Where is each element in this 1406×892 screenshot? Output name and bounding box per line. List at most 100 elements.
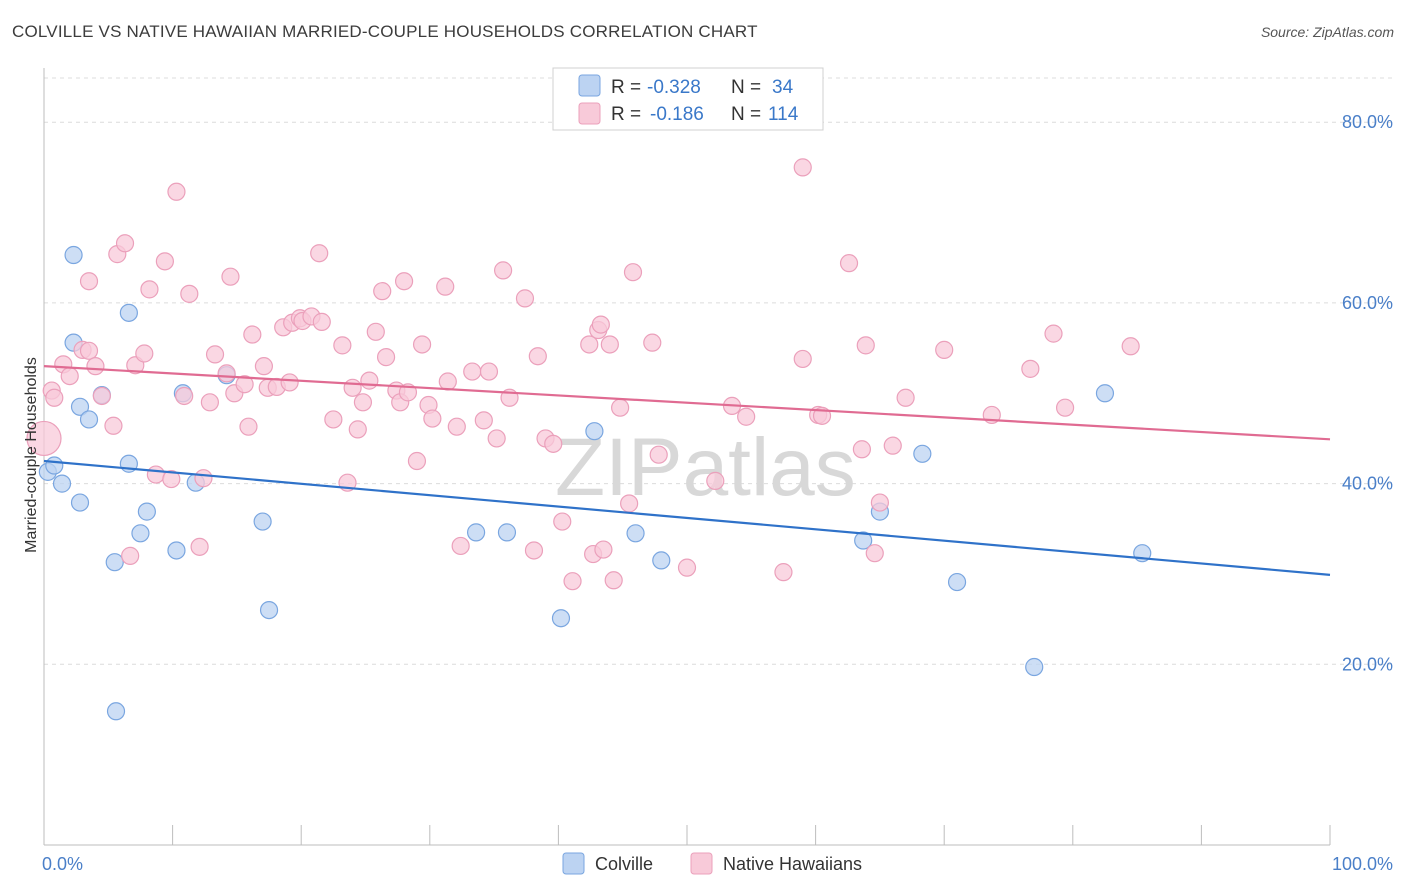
point-native-hawaiians-78 bbox=[580, 335, 599, 354]
point-native-hawaiians-1 bbox=[45, 388, 64, 407]
point-native-hawaiians-85 bbox=[611, 398, 630, 417]
point-native-hawaiians-11 bbox=[115, 234, 135, 253]
point-native-hawaiians-14 bbox=[135, 344, 154, 363]
chart-title: COLVILLE VS NATIVE HAWAIIAN MARRIED-COUP… bbox=[12, 22, 758, 41]
point-native-hawaiians-81 bbox=[591, 315, 610, 334]
point-native-hawaiians-103 bbox=[883, 436, 902, 455]
trend-lines bbox=[43, 365, 1331, 576]
bottom-legend-swatch-native-hawaiians bbox=[690, 852, 713, 875]
x-tick-labels: 0.0% 100.0% bbox=[42, 854, 1393, 874]
point-native-hawaiians-22 bbox=[190, 537, 209, 556]
point-native-hawaiians-58 bbox=[412, 335, 432, 354]
point-native-hawaiians-32 bbox=[254, 357, 274, 376]
point-colville-9 bbox=[105, 553, 124, 572]
point-native-hawaiians-8 bbox=[92, 386, 111, 406]
point-native-hawaiians-110 bbox=[1121, 337, 1140, 356]
point-native-hawaiians-68 bbox=[487, 429, 506, 448]
point-native-hawaiians-30 bbox=[239, 417, 258, 436]
x-ticks bbox=[43, 825, 1331, 845]
point-native-hawaiians-16 bbox=[146, 465, 165, 484]
point-native-hawaiians-109 bbox=[1055, 398, 1075, 417]
legend-n-value-2: 114 bbox=[768, 104, 799, 125]
y-tick-labels: 20.0% 40.0% 60.0% 80.0% bbox=[1342, 112, 1393, 674]
point-colville-7 bbox=[79, 410, 99, 429]
point-native-hawaiians-17 bbox=[155, 252, 174, 271]
series-legend: Colville Native Hawaiians bbox=[562, 852, 862, 875]
point-native-hawaiians-20 bbox=[175, 386, 194, 406]
point-native-hawaiians-64 bbox=[451, 536, 470, 556]
point-native-hawaiians-61 bbox=[436, 277, 455, 296]
point-native-hawaiians-100 bbox=[856, 336, 875, 355]
point-native-hawaiians-102 bbox=[870, 493, 890, 512]
point-native-hawaiians-57 bbox=[407, 451, 427, 471]
legend-n-value-1: 34 bbox=[772, 77, 794, 98]
point-colville-30 bbox=[947, 572, 967, 592]
point-native-hawaiians-67 bbox=[479, 362, 499, 381]
point-native-hawaiians-71 bbox=[515, 289, 535, 308]
point-native-hawaiians-24 bbox=[200, 393, 219, 412]
point-native-hawaiians-26 bbox=[217, 364, 236, 383]
point-native-hawaiians-89 bbox=[649, 445, 668, 464]
legend-r-value-1: -0.328 bbox=[647, 77, 701, 98]
point-native-hawaiians-12 bbox=[121, 546, 140, 565]
bottom-legend-label-colville: Colville bbox=[595, 854, 653, 874]
point-native-hawaiians-94 bbox=[774, 563, 793, 582]
point-native-hawaiians-73 bbox=[528, 347, 547, 366]
point-native-hawaiians-15 bbox=[140, 280, 159, 299]
point-native-hawaiians-23 bbox=[194, 469, 213, 488]
bottom-legend-label-native-hawaiians: Native Hawaiians bbox=[723, 854, 862, 874]
point-colville-22 bbox=[497, 523, 517, 542]
point-native-hawaiians-31 bbox=[243, 325, 262, 344]
point-native-hawaiians-76 bbox=[553, 512, 572, 531]
legend-swatch-native-hawaiians bbox=[578, 102, 601, 125]
point-native-hawaiians-29 bbox=[235, 375, 254, 394]
legend-n-label-2: N = bbox=[731, 104, 761, 125]
trend-line-native-hawaiians bbox=[43, 365, 1331, 441]
point-colville-23 bbox=[551, 609, 571, 628]
point-native-hawaiians-55 bbox=[394, 272, 414, 291]
point-native-hawaiians-86 bbox=[620, 494, 639, 513]
point-colville-13 bbox=[131, 524, 150, 543]
point-native-hawaiians-72 bbox=[524, 541, 544, 560]
legend-r-label-1: R = bbox=[611, 77, 641, 98]
point-native-hawaiians-107 bbox=[1021, 359, 1040, 378]
point-colville-14 bbox=[137, 502, 156, 521]
point-native-hawaiians-65 bbox=[463, 362, 482, 381]
point-native-hawaiians-43 bbox=[324, 410, 343, 429]
point-native-hawaiians-48 bbox=[353, 393, 373, 412]
point-colville-4 bbox=[64, 245, 83, 265]
point-native-hawaiians-21 bbox=[180, 284, 199, 303]
point-native-hawaiians-52 bbox=[376, 348, 396, 367]
x-tick-label-0: 0.0% bbox=[42, 854, 83, 874]
point-colville-20 bbox=[259, 600, 279, 620]
point-native-hawaiians-66 bbox=[474, 411, 493, 430]
point-native-hawaiians-50 bbox=[366, 322, 385, 341]
point-native-hawaiians-69 bbox=[494, 261, 513, 280]
point-colville-6 bbox=[70, 397, 90, 416]
point-native-hawaiians-101 bbox=[865, 544, 884, 563]
point-colville-1 bbox=[45, 456, 64, 475]
point-native-hawaiians-19 bbox=[167, 182, 186, 201]
point-colville-27 bbox=[854, 531, 873, 550]
point-native-hawaiians-9 bbox=[104, 416, 123, 435]
legend-r-label-2: R = bbox=[611, 104, 641, 125]
point-native-hawaiians-42 bbox=[312, 312, 331, 331]
point-native-hawaiians-27 bbox=[221, 267, 240, 286]
point-native-hawaiians-88 bbox=[643, 333, 662, 352]
point-colville-31 bbox=[1025, 657, 1044, 677]
point-colville-25 bbox=[626, 524, 645, 543]
point-native-hawaiians-104 bbox=[896, 388, 915, 407]
point-native-hawaiians-90 bbox=[677, 558, 697, 577]
point-colville-11 bbox=[119, 303, 138, 322]
point-colville-19 bbox=[253, 512, 272, 531]
point-colville-32 bbox=[1095, 384, 1115, 403]
point-native-hawaiians-36 bbox=[280, 373, 299, 392]
point-native-hawaiians-3 bbox=[60, 366, 79, 386]
legend-r-value-2: -0.186 bbox=[650, 104, 704, 125]
point-native-hawaiians-47 bbox=[348, 420, 367, 439]
point-native-hawaiians-5 bbox=[79, 341, 99, 360]
bottom-legend-swatch-colville bbox=[562, 852, 585, 875]
point-native-hawaiians-46 bbox=[343, 378, 362, 397]
point-native-hawaiians-6 bbox=[79, 272, 99, 291]
